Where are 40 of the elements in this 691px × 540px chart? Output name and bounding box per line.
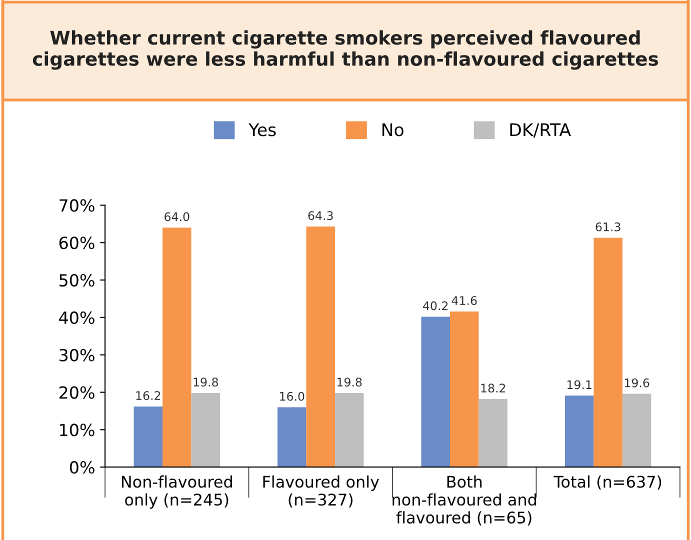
y-tick-label: 40%: [59, 311, 94, 324]
y-tick-label: 20%: [59, 386, 94, 399]
x-tick-label: Total (n=637): [554, 475, 662, 490]
chart-title: Whether current cigarette smokers perceived flavoured cigarettes were less harmful than non-flavoured cigarettes: [32, 30, 658, 70]
data-label: 19.8: [338, 378, 362, 387]
data-label: 16.2: [136, 391, 160, 400]
y-tick-label: 0%: [70, 461, 94, 474]
bar: [162, 228, 192, 468]
y-tick-label: 50%: [60, 274, 94, 287]
data-label: 41.6: [452, 296, 477, 306]
data-label: 19.6: [624, 378, 650, 388]
bar: [622, 394, 652, 468]
bar: [478, 399, 508, 468]
legend-label: Yes: [248, 123, 276, 136]
bar: [306, 226, 335, 468]
data-label: 61.3: [596, 222, 620, 232]
bar: [564, 396, 594, 468]
data-label: 18.2: [481, 384, 506, 393]
x-tick-label: Flavoured only (n=327): [263, 475, 380, 508]
bar: [450, 311, 479, 468]
data-label: 64.3: [308, 211, 333, 220]
data-label: 64.0: [164, 212, 190, 222]
y-tick-label: 70%: [60, 199, 94, 212]
y-tick-label: 60%: [59, 236, 94, 250]
data-label: 19.1: [567, 380, 592, 390]
bar: [594, 238, 622, 468]
data-label: 40.2: [423, 301, 448, 310]
bar: [334, 393, 364, 468]
bar: [191, 393, 220, 468]
data-label: 19.8: [194, 378, 218, 387]
x-tick-label: Non-flavoured only (n=245): [122, 475, 232, 509]
bar: [421, 316, 450, 468]
y-tick-label: 30%: [60, 348, 94, 362]
legend-label: No: [382, 123, 404, 136]
data-label: 16.0: [280, 392, 304, 401]
legend-label: DK/RTA: [510, 123, 571, 138]
bar: [278, 407, 306, 468]
y-tick-label: 10%: [60, 424, 94, 436]
bar: [134, 406, 163, 468]
x-tick-label: Both non-flavoured and flavoured (n=65): [392, 475, 536, 526]
